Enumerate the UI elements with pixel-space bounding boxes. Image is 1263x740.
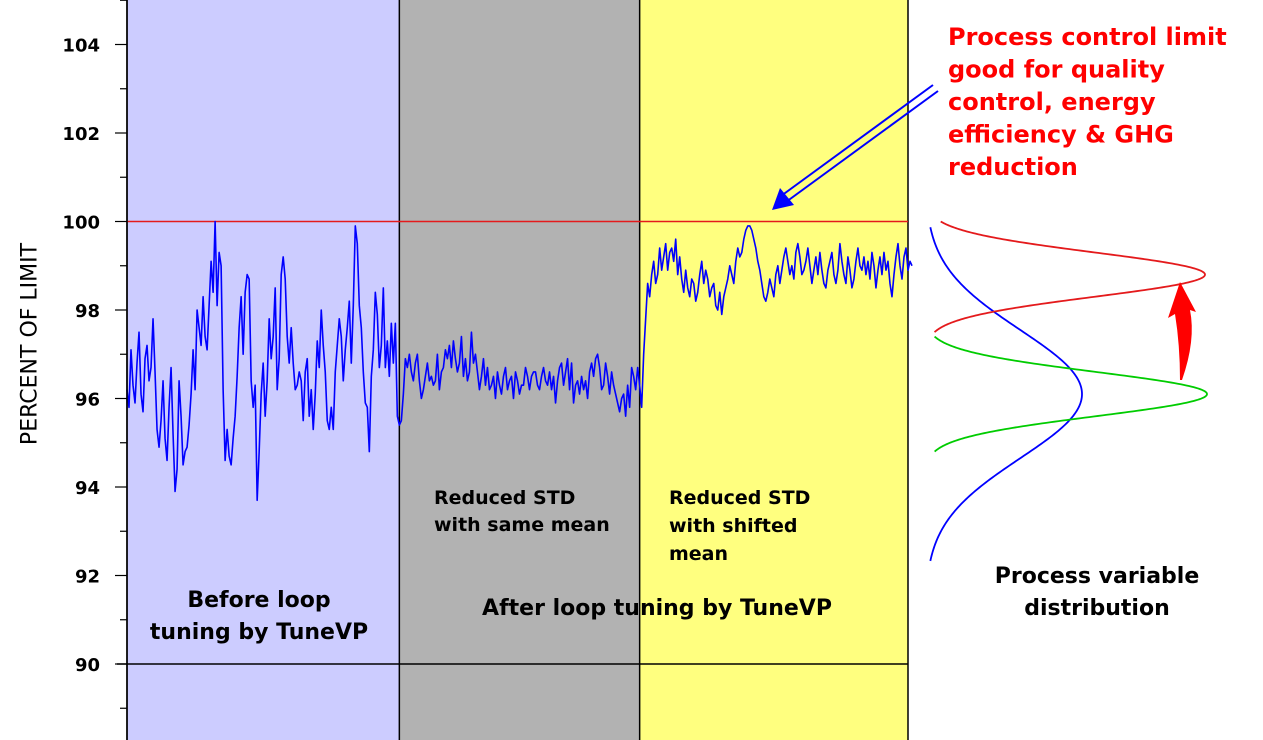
mean-shift-arrow — [1168, 282, 1196, 380]
y-tick-label: 98 — [75, 301, 100, 322]
y-tick-label: 102 — [62, 124, 100, 145]
y-tick-label: 100 — [62, 213, 100, 234]
distribution-curve-reduced-std-same-mean — [934, 335, 1208, 453]
region-2 — [399, 0, 640, 740]
y-axis-label: PERCENT OF LIMIT — [17, 242, 43, 446]
series-layer — [126, 220, 913, 502]
callout-label-line: control, energy — [948, 88, 1156, 116]
y-tick-label: 92 — [75, 567, 100, 588]
y-axis: 90 92 94 96 98 100 102 104 — [62, 0, 128, 740]
distribution-label-line: distribution — [1024, 596, 1170, 621]
region1-label-line: tuning by TuneVP — [150, 620, 368, 645]
callout-arrow-shaft-1 — [785, 90, 939, 203]
region3-label-line: Reduced STD — [669, 487, 810, 509]
distribution-label-line: Process variable — [995, 564, 1200, 589]
callout-arrowhead — [772, 188, 794, 210]
annotation-arrows — [772, 84, 1196, 380]
callout-label-line: reduction — [948, 153, 1078, 181]
region-3 — [639, 0, 908, 740]
callout-arrow-shaft-2 — [780, 84, 934, 197]
distribution-curve-before — [929, 227, 1083, 562]
region3-label-line: mean — [669, 543, 728, 565]
series-line-1 — [126, 220, 913, 502]
y-tick-label: 90 — [75, 655, 100, 676]
after-tuning-label: After loop tuning by TuneVP — [482, 596, 832, 621]
reference-lines — [117, 220, 908, 665]
region1-label-line: Before loop — [187, 588, 330, 613]
y-tick-label: 96 — [75, 390, 100, 411]
region3-label-line: with shifted — [669, 515, 797, 537]
callout-label-line: Process control limit — [948, 23, 1227, 51]
region2-label-line: Reduced STD — [434, 487, 575, 509]
y-tick-label: 94 — [75, 478, 100, 499]
callout-label-line: efficiency & GHG — [948, 121, 1174, 149]
region2-label-line: with same mean — [434, 514, 610, 536]
distribution-curve-reduced-std-shifted-mean — [933, 220, 1206, 333]
y-tick-label: 104 — [62, 36, 100, 57]
distribution-curves — [929, 220, 1208, 562]
annotation-texts: Before loop tuning by TuneVP Reduced STD wi… — [150, 23, 1227, 645]
callout-label-line: good for quality — [948, 56, 1165, 84]
